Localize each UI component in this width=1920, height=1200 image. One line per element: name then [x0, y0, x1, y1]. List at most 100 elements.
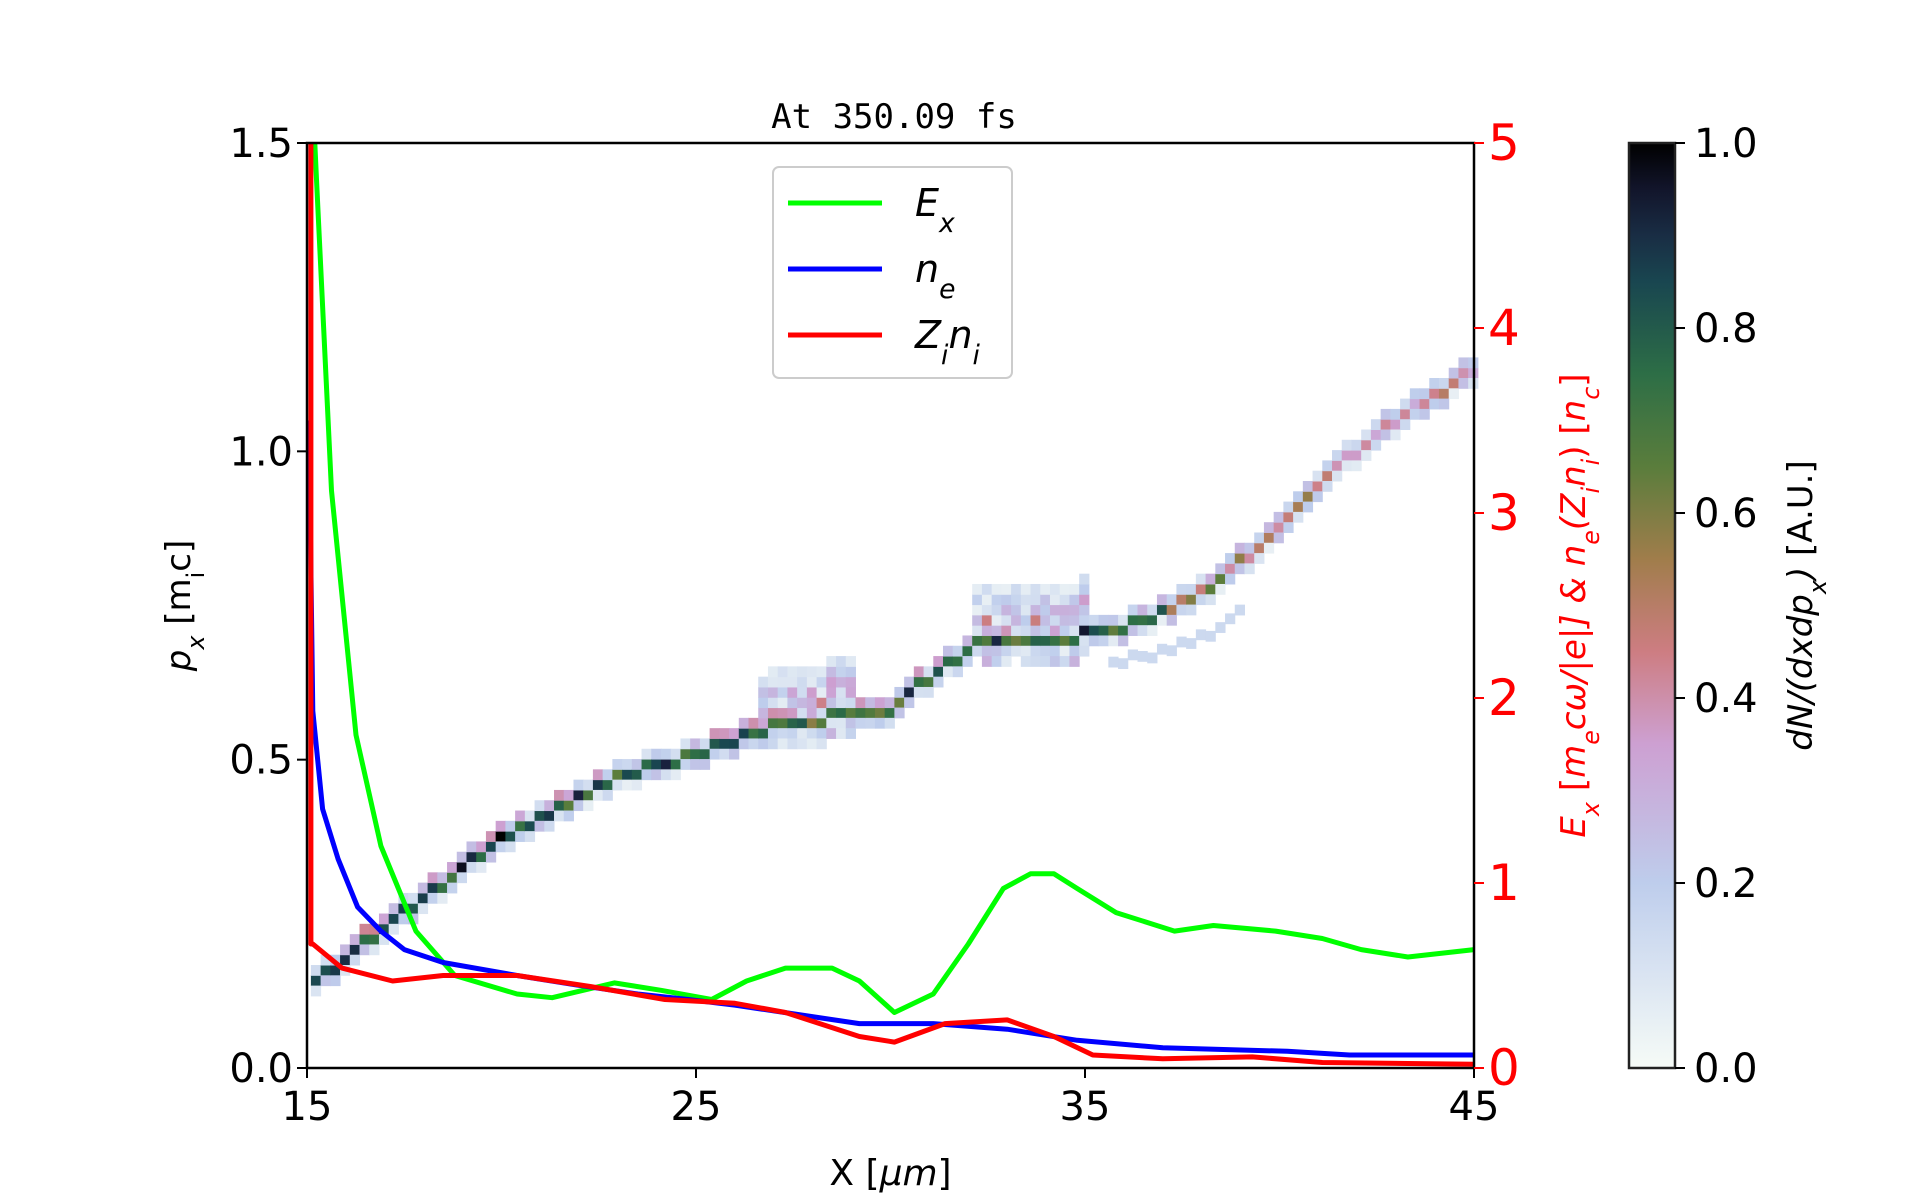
heatmap-cell — [417, 882, 429, 894]
heatmap-cell — [641, 748, 652, 760]
heatmap-cell — [758, 707, 769, 719]
heatmap-cell — [874, 717, 886, 729]
series-line-Z_i-n_i — [308, 143, 1475, 1067]
heatmap-cell — [1079, 573, 1090, 585]
heatmap-cell — [398, 903, 409, 915]
heatmap-cell — [1040, 583, 1051, 595]
heatmap-cell — [378, 934, 390, 945]
heatmap-cell — [1215, 563, 1226, 575]
heatmap-cell — [1088, 635, 1100, 647]
colorbar-gradient — [1627, 141, 1677, 1070]
heatmap-cell — [1079, 635, 1090, 647]
heatmap-cell — [583, 789, 594, 801]
heatmap-cell — [826, 686, 837, 698]
heatmap-cell — [1195, 573, 1207, 585]
heatmap-cell — [670, 769, 681, 781]
colorbar-label: dN/(dxdpx) [A.U.] — [1781, 460, 1832, 750]
heatmap-cell — [1419, 388, 1430, 400]
legend-label: Ex — [915, 181, 955, 239]
heatmap-cell — [1040, 625, 1051, 636]
heatmap-cell — [836, 717, 847, 729]
heatmap-cell — [1361, 429, 1372, 441]
heatmap-cell — [1293, 491, 1304, 503]
heatmap-cell — [388, 923, 399, 935]
heatmap-cell — [758, 686, 769, 698]
heatmap-cell — [1215, 573, 1226, 585]
heatmap-cell — [359, 923, 370, 935]
heatmap-cell — [1040, 656, 1051, 667]
heatmap-cell — [1118, 625, 1129, 636]
heatmap-cell — [660, 769, 672, 781]
heatmap-cell — [1176, 604, 1187, 616]
heatmap-cell — [631, 769, 643, 781]
heatmap-cell — [729, 728, 740, 739]
heatmap-cell — [1419, 398, 1430, 410]
heatmap-cell — [1273, 532, 1284, 544]
heatmap-cell — [991, 614, 1002, 626]
heatmap-cell — [845, 666, 856, 678]
heatmap-cell — [806, 728, 818, 739]
colorbar-tick-label: 1.0 — [1694, 121, 1758, 167]
heatmap-cell — [1370, 429, 1382, 441]
heatmap-cell — [1098, 635, 1109, 647]
heatmap-cell — [583, 800, 594, 812]
heatmap-cell — [699, 738, 711, 750]
heatmap-cell — [1030, 604, 1041, 616]
heatmap-cell — [563, 800, 574, 812]
heatmap-cell — [1186, 604, 1197, 616]
heatmap-cell — [612, 769, 623, 781]
y2-tick-label: 3 — [1488, 484, 1520, 542]
heatmap-cell — [952, 666, 963, 678]
heatmap-cell — [1390, 419, 1401, 431]
heatmap-cell — [495, 831, 506, 842]
heatmap-cell — [904, 676, 915, 688]
heatmap-cell — [1186, 594, 1197, 606]
heatmap-cell — [524, 831, 536, 842]
heatmap-cell — [1059, 583, 1070, 595]
heatmap-cell — [719, 748, 730, 760]
heatmap-cell — [1205, 594, 1216, 606]
heatmap-cell — [1438, 398, 1450, 410]
heatmap-cell — [1020, 625, 1032, 636]
heatmap-cell — [758, 728, 769, 739]
heatmap-cell — [602, 789, 613, 801]
heatmap-cell — [573, 789, 584, 801]
heatmap-cell — [1118, 635, 1129, 647]
heatmap-cell — [797, 666, 808, 678]
heatmap-cell — [777, 697, 788, 709]
heatmap-cell — [534, 800, 545, 812]
heatmap-cell — [1020, 583, 1032, 595]
heatmap-cell — [1166, 645, 1177, 657]
heatmap-cell — [991, 583, 1002, 595]
heatmap-cell — [1293, 511, 1304, 523]
heatmap-cell — [485, 841, 497, 853]
chart-title: At 350.09 fs — [771, 97, 1017, 137]
heatmap-cell — [690, 759, 701, 770]
colorbar-tick-label: 0.4 — [1694, 676, 1758, 722]
heatmap-cell — [777, 707, 788, 719]
heatmap-cell — [573, 779, 584, 791]
heatmap-cell — [592, 779, 604, 791]
heatmap-cell — [738, 738, 750, 750]
y-tick-label: 1.5 — [229, 121, 293, 167]
heatmap-cell — [1448, 367, 1459, 379]
heatmap-cell — [378, 923, 390, 935]
heatmap-cell — [1030, 645, 1041, 657]
heatmap-cell — [670, 748, 681, 760]
heatmap-cell — [1322, 460, 1333, 472]
y-tick-label: 1.0 — [229, 429, 293, 475]
heatmap-cell — [1263, 522, 1275, 533]
heatmap-cell — [447, 882, 458, 894]
heatmap-cell — [1069, 656, 1080, 667]
heatmap-cell — [1020, 614, 1032, 626]
x-axis-label: X [μm] — [829, 1153, 951, 1194]
heatmap-cell — [836, 686, 847, 698]
heatmap-cell — [806, 686, 818, 698]
heatmap-cell — [1254, 542, 1265, 554]
heatmap-cell — [709, 738, 720, 750]
heatmap-cell — [602, 779, 613, 791]
heatmap-cell — [991, 604, 1002, 616]
heatmap-cell — [709, 748, 720, 760]
